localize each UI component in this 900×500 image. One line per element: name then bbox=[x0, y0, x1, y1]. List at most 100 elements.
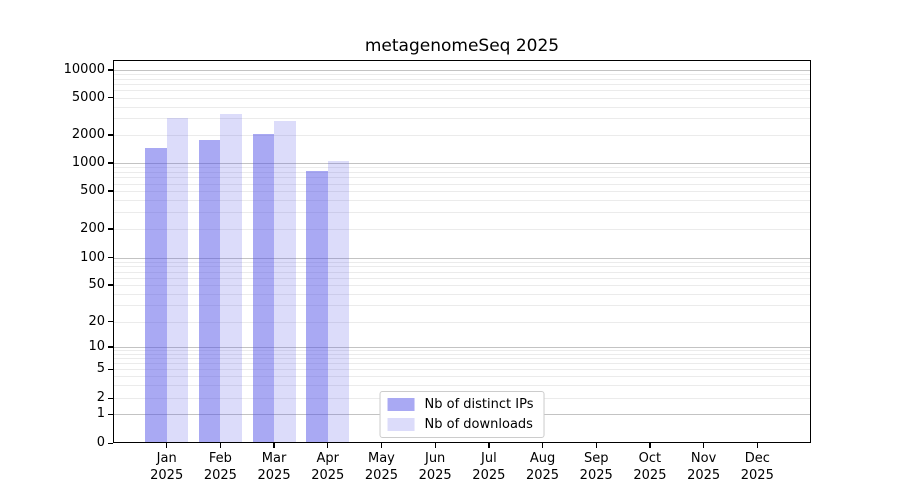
gridline-minor bbox=[113, 229, 811, 230]
x-tick-label: Aug 2025 bbox=[515, 450, 571, 484]
x-tick-label: Mar 2025 bbox=[246, 450, 302, 484]
x-tick bbox=[541, 443, 544, 448]
x-tick-year: 2025 bbox=[579, 468, 613, 483]
gridline-minor bbox=[113, 78, 811, 80]
x-tick-label: Nov 2025 bbox=[676, 450, 732, 484]
y-tick-label: 10 bbox=[88, 339, 105, 354]
bar-mar-2025-nb-of-distinct-ips bbox=[252, 134, 275, 443]
gridline-minor bbox=[113, 261, 811, 263]
gridline-minor bbox=[113, 177, 811, 179]
gridline-minor bbox=[113, 118, 811, 120]
x-tick-label: Feb 2025 bbox=[192, 450, 248, 484]
gridline-minor bbox=[113, 350, 811, 352]
gridline-major bbox=[113, 163, 811, 164]
y-tick bbox=[108, 190, 113, 192]
gridline-minor bbox=[113, 97, 811, 99]
y-tick bbox=[108, 162, 113, 164]
x-tick bbox=[380, 443, 383, 448]
x-tick-month: Dec bbox=[744, 451, 770, 466]
gridline-minor bbox=[113, 172, 811, 173]
y-tick-label: 10000 bbox=[63, 62, 105, 77]
x-tick-label: May 2025 bbox=[353, 450, 409, 484]
gridline-minor bbox=[113, 106, 811, 108]
x-tick-label: Sep 2025 bbox=[568, 450, 624, 484]
x-tick-year: 2025 bbox=[687, 468, 721, 483]
gridline-minor bbox=[113, 90, 811, 92]
x-tick bbox=[756, 443, 758, 448]
gridline-minor bbox=[113, 191, 811, 192]
legend-swatch-downloads-icon bbox=[387, 418, 415, 431]
x-tick bbox=[327, 443, 329, 448]
legend-label-downloads: Nb of downloads bbox=[424, 417, 533, 432]
x-tick-label: Jan 2025 bbox=[139, 450, 195, 484]
gridline-major bbox=[113, 257, 811, 259]
gridline-minor bbox=[113, 84, 811, 86]
bar-feb-2025-nb-of-distinct-ips bbox=[198, 139, 221, 443]
x-tick-year: 2025 bbox=[633, 468, 667, 483]
gridline-major bbox=[113, 70, 811, 71]
y-tick-label: 0 bbox=[96, 435, 105, 451]
x-tick-year: 2025 bbox=[150, 468, 184, 483]
bar-jan-2025-nb-of-downloads bbox=[166, 118, 189, 443]
x-tick bbox=[219, 443, 222, 448]
gridline-minor bbox=[113, 305, 811, 307]
x-tick-year: 2025 bbox=[257, 468, 291, 483]
gridline-minor bbox=[113, 363, 811, 365]
x-tick bbox=[434, 443, 436, 448]
gridline-minor bbox=[113, 135, 811, 136]
x-tick-month: Feb bbox=[208, 451, 232, 466]
legend-item-downloads: Nb of downloads bbox=[387, 417, 534, 432]
x-tick bbox=[703, 443, 705, 448]
gridline-minor bbox=[113, 167, 811, 169]
gridline-minor bbox=[113, 183, 811, 185]
x-tick-label: Jun 2025 bbox=[407, 450, 463, 484]
y-tick-label: 5000 bbox=[71, 89, 105, 105]
x-tick-month: Oct bbox=[638, 451, 662, 466]
x-tick-label: Jul 2025 bbox=[461, 450, 517, 484]
y-tick bbox=[108, 69, 113, 71]
y-tick-label: 500 bbox=[80, 183, 105, 198]
y-tick bbox=[108, 97, 113, 99]
bar-apr-2025-nb-of-distinct-ips bbox=[306, 170, 328, 443]
y-tick bbox=[108, 257, 113, 259]
gridline-major bbox=[113, 347, 811, 348]
x-tick-month: Sep bbox=[583, 451, 609, 466]
x-tick-month: May bbox=[368, 451, 395, 466]
y-tick-label: 200 bbox=[80, 221, 105, 236]
gridline-minor bbox=[113, 277, 811, 279]
x-tick-label: Dec 2025 bbox=[729, 450, 785, 484]
y-tick-label: 1000 bbox=[71, 155, 105, 170]
legend-label-distinct-ips: Nb of distinct IPs bbox=[424, 397, 534, 412]
x-tick-month: Jul bbox=[481, 451, 497, 466]
plot-area: Nb of distinct IPs Nb of downloads bbox=[113, 60, 811, 443]
gridline-minor bbox=[113, 293, 811, 295]
x-tick-year: 2025 bbox=[472, 468, 506, 483]
y-tick bbox=[108, 397, 113, 399]
y-tick bbox=[108, 228, 113, 230]
x-tick-year: 2025 bbox=[203, 468, 237, 483]
x-tick-month: Mar bbox=[261, 451, 287, 466]
bar-mar-2025-nb-of-downloads bbox=[274, 120, 296, 443]
x-tick-month: Nov bbox=[690, 451, 717, 466]
y-tick-label: 2000 bbox=[71, 127, 105, 142]
y-tick-label: 1 bbox=[96, 406, 105, 422]
y-tick-label: 2 bbox=[96, 390, 105, 406]
y-tick-label: 100 bbox=[80, 249, 105, 265]
legend: Nb of distinct IPs Nb of downloads bbox=[379, 391, 545, 438]
x-tick bbox=[273, 443, 275, 448]
y-tick bbox=[108, 321, 113, 323]
x-tick-year: 2025 bbox=[364, 468, 398, 483]
gridline-minor bbox=[113, 369, 811, 371]
bar-feb-2025-nb-of-downloads bbox=[220, 114, 242, 443]
legend-item-distinct-ips: Nb of distinct IPs bbox=[387, 397, 534, 412]
x-tick bbox=[488, 443, 490, 448]
x-tick bbox=[166, 443, 168, 448]
gridline-minor bbox=[113, 266, 811, 268]
x-tick-year: 2025 bbox=[311, 468, 345, 483]
y-tick-label: 20 bbox=[88, 313, 105, 329]
gridline-minor bbox=[113, 376, 811, 378]
gridline-minor bbox=[113, 321, 811, 323]
gridline-minor bbox=[113, 358, 811, 360]
y-tick bbox=[108, 284, 113, 286]
